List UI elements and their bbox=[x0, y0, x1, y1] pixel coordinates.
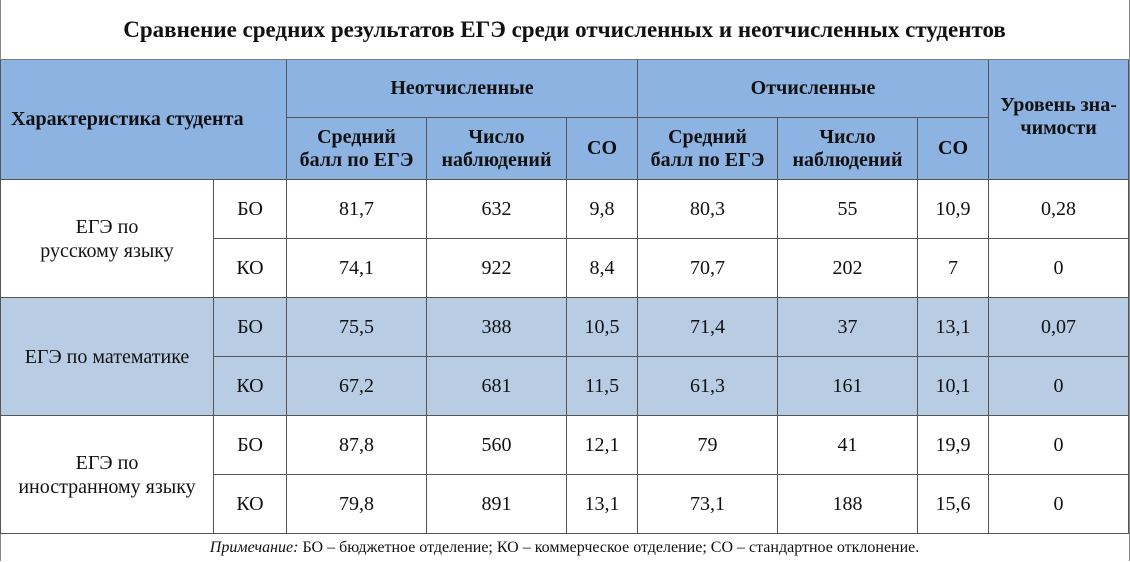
note-text: БО – бюджетное отделение; КО – коммерчес… bbox=[298, 539, 919, 556]
ne-count-cell: 891 bbox=[427, 475, 567, 534]
e-avg-cell: 80,3 bbox=[638, 180, 778, 239]
ne-count-cell: 681 bbox=[427, 357, 567, 416]
significance-cell: 0 bbox=[989, 416, 1129, 475]
ne-sd-cell: 11,5 bbox=[567, 357, 638, 416]
e-sd-cell: 13,1 bbox=[918, 298, 989, 357]
e-count-cell: 188 bbox=[778, 475, 918, 534]
e-avg-cell: 61,3 bbox=[638, 357, 778, 416]
header-line: наблюдений bbox=[442, 149, 552, 171]
ne-count-cell: 388 bbox=[427, 298, 567, 357]
e-sd-cell: 10,9 bbox=[918, 180, 989, 239]
header-line: Число bbox=[468, 126, 524, 148]
header-significance: Уровень зна-чимости bbox=[989, 60, 1129, 180]
e-avg-cell: 71,4 bbox=[638, 298, 778, 357]
ne-avg-cell: 75,5 bbox=[287, 298, 427, 357]
e-count-cell: 202 bbox=[778, 239, 918, 298]
dept-cell: КО bbox=[214, 239, 287, 298]
dept-cell: БО bbox=[214, 298, 287, 357]
dept-cell: КО bbox=[214, 475, 287, 534]
ne-avg-cell: 74,1 bbox=[287, 239, 427, 298]
header-line: балл по ЕГЭ bbox=[300, 149, 414, 171]
ne-sd-cell: 12,1 bbox=[567, 416, 638, 475]
table-note: Примечание: БО – бюджетное отделение; КО… bbox=[1, 534, 1129, 562]
dept-cell: БО bbox=[214, 180, 287, 239]
header-line: Средний bbox=[317, 126, 396, 148]
ne-count-cell: 922 bbox=[427, 239, 567, 298]
e-count-cell: 55 bbox=[778, 180, 918, 239]
ne-sd-cell: 8,4 bbox=[567, 239, 638, 298]
significance-cell: 0 bbox=[989, 475, 1129, 534]
note-label: Примечание: bbox=[210, 539, 299, 556]
header-e-sd: СО bbox=[918, 118, 989, 180]
e-avg-cell: 73,1 bbox=[638, 475, 778, 534]
dept-cell: КО bbox=[214, 357, 287, 416]
header-line: Число bbox=[819, 126, 875, 148]
header-line: балл по ЕГЭ bbox=[651, 149, 765, 171]
ne-count-cell: 560 bbox=[427, 416, 567, 475]
subject-math: ЕГЭ по математике bbox=[1, 298, 214, 416]
header-ne-sd: СО bbox=[567, 118, 638, 180]
e-count-cell: 161 bbox=[778, 357, 918, 416]
header-not-expelled: Неотчисленные bbox=[287, 60, 638, 118]
ne-avg-cell: 79,8 bbox=[287, 475, 427, 534]
table-row: ЕГЭ по математике БО 75,5 388 10,5 71,4 … bbox=[1, 298, 1129, 357]
e-count-cell: 37 bbox=[778, 298, 918, 357]
subject-line: иностранному языку bbox=[18, 476, 195, 498]
e-sd-cell: 19,9 bbox=[918, 416, 989, 475]
header-characteristic: Характеристика студента bbox=[1, 60, 287, 180]
ne-sd-cell: 9,8 bbox=[567, 180, 638, 239]
e-sd-cell: 10,1 bbox=[918, 357, 989, 416]
table-title: Сравнение средних результатов ЕГЭ среди … bbox=[1, 0, 1129, 60]
ne-avg-cell: 87,8 bbox=[287, 416, 427, 475]
significance-cell: 0 bbox=[989, 239, 1129, 298]
e-sd-cell: 15,6 bbox=[918, 475, 989, 534]
significance-cell: 0,07 bbox=[989, 298, 1129, 357]
e-count-cell: 41 bbox=[778, 416, 918, 475]
ne-avg-cell: 81,7 bbox=[287, 180, 427, 239]
e-avg-cell: 79 bbox=[638, 416, 778, 475]
significance-cell: 0 bbox=[989, 357, 1129, 416]
header-line: Средний bbox=[668, 126, 747, 148]
header-line: наблюдений bbox=[793, 149, 903, 171]
e-avg-cell: 70,7 bbox=[638, 239, 778, 298]
subject-line: ЕГЭ по bbox=[76, 452, 139, 474]
significance-cell: 0,28 bbox=[989, 180, 1129, 239]
subject-line: ЕГЭ по bbox=[76, 216, 139, 238]
dept-cell: БО bbox=[214, 416, 287, 475]
subject-line: русскому языку bbox=[40, 240, 173, 262]
ne-avg-cell: 67,2 bbox=[287, 357, 427, 416]
header-expelled: Отчисленные bbox=[638, 60, 989, 118]
e-sd-cell: 7 bbox=[918, 239, 989, 298]
ne-sd-cell: 10,5 bbox=[567, 298, 638, 357]
ne-count-cell: 632 bbox=[427, 180, 567, 239]
ne-sd-cell: 13,1 bbox=[567, 475, 638, 534]
